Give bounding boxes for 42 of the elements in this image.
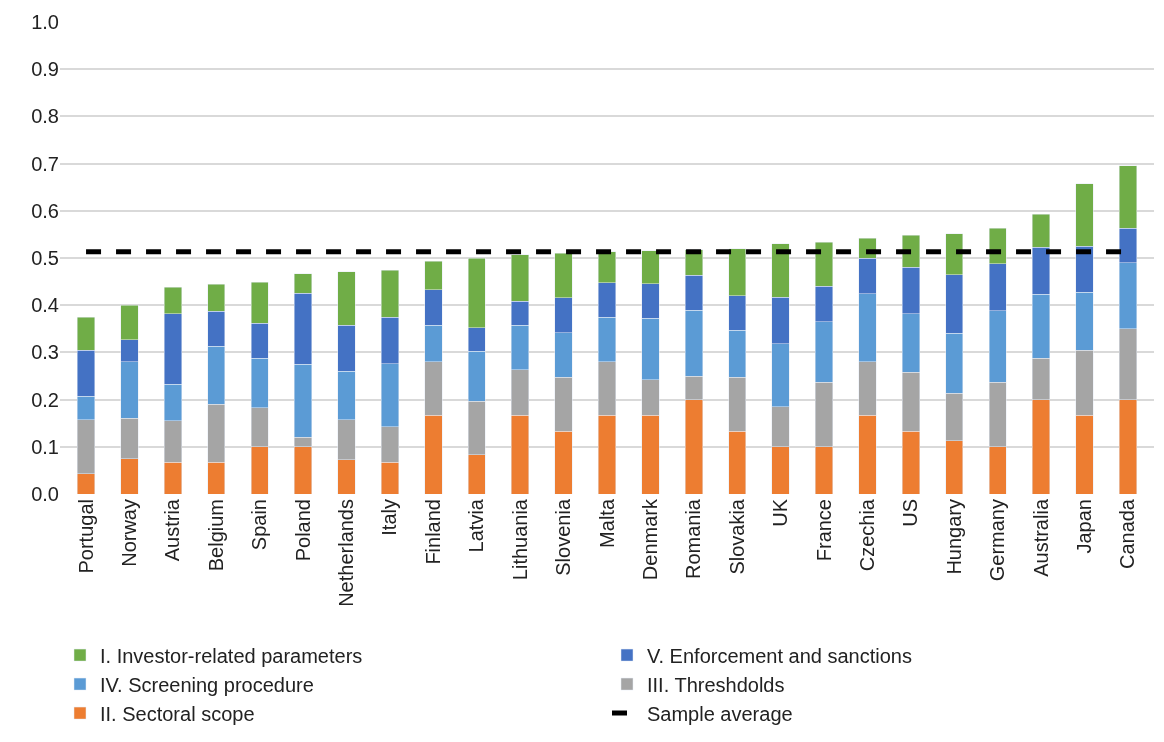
y-tick-label: 0.9 [31, 58, 59, 81]
x-tick-label: France [812, 499, 835, 562]
y-tick-label: 0.4 [31, 294, 59, 317]
x-tick-label: Romania [682, 498, 705, 580]
x-tick-label: Portugal [74, 499, 97, 574]
x-tick-label: Slovenia [552, 498, 575, 576]
y-tick-label: 0.7 [31, 152, 59, 175]
x-tick-label: Norway [117, 499, 140, 567]
y-tick-label: 0.2 [31, 388, 59, 411]
x-tick-label: Czechia [855, 498, 878, 572]
legend-label: III. Threshdolds [647, 673, 785, 696]
x-tick-label: Germany [986, 499, 1009, 582]
y-tick-label: 0.8 [31, 105, 59, 128]
y-tick-label: 0.6 [31, 199, 59, 222]
y-tick-label: 1.0 [31, 11, 59, 33]
x-tick-label: Latvia [465, 498, 488, 553]
legend-label: Sample average [647, 702, 793, 725]
x-tick-label: Italy [378, 499, 401, 536]
legend-label: IV. Screening procedure [100, 673, 314, 696]
y-tick-label: 0.5 [31, 247, 59, 269]
y-tick-label: 0.1 [31, 435, 59, 458]
x-tick-label: Denmark [638, 498, 661, 581]
x-tick-label: US [899, 499, 922, 527]
legend-label: I. Investor-related parameters [100, 644, 363, 667]
x-tick-label: Canada [1116, 498, 1139, 570]
legend-label: V. Enforcement and sanctions [647, 644, 912, 667]
x-tick-label: Australia [1029, 498, 1052, 577]
x-tick-label: Malta [595, 498, 618, 548]
x-tick-label: Austria [161, 498, 184, 562]
x-tick-label: Belgium [204, 499, 227, 572]
legend-label: II. Sectoral scope [100, 702, 255, 725]
y-tick-label: 0.0 [31, 483, 59, 505]
y-tick-label: 0.3 [31, 341, 59, 364]
x-tick-label: Hungary [942, 499, 965, 575]
x-tick-label: Slovakia [725, 498, 748, 575]
x-tick-label: Japan [1073, 499, 1096, 554]
x-tick-label: UK [769, 498, 792, 527]
x-tick-label: Finland [421, 499, 444, 565]
x-tick-label: Netherlands [335, 499, 358, 607]
x-tick-label: Poland [291, 499, 314, 562]
x-tick-label: Spain [248, 499, 271, 551]
x-tick-label: Lithuania [508, 498, 531, 581]
